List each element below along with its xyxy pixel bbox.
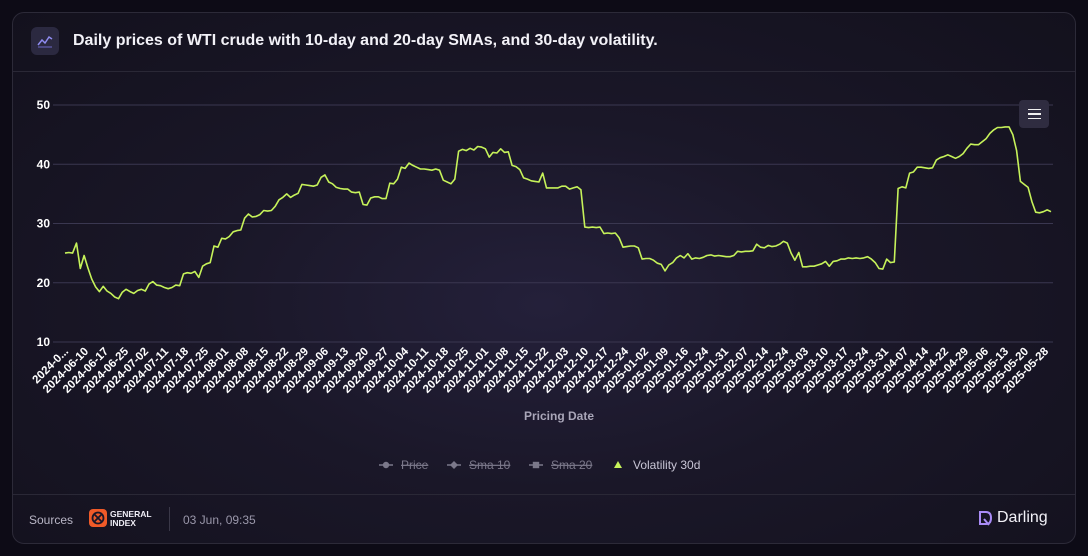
chart-title: Daily prices of WTI crude with 10-day an…	[73, 32, 658, 49]
square-marker-icon	[532, 461, 540, 469]
brand[interactable]: Darling	[977, 509, 1048, 527]
chart-menu-button[interactable]	[1019, 100, 1049, 128]
y-tick-label: 40	[37, 157, 51, 171]
source-name[interactable]: GENERAL INDEX	[110, 509, 152, 528]
legend: Price Sma 10 Sma 20 Volatility 30d	[379, 458, 700, 472]
series-line-volatility-30d[interactable]	[64, 126, 1052, 300]
x-axis-label: Pricing Date	[524, 409, 594, 423]
brand-name: Darling	[997, 509, 1048, 526]
legend-item[interactable]: Sma 20	[529, 458, 593, 472]
legend-label: Sma 10	[469, 458, 511, 472]
legend-label: Sma 20	[551, 458, 593, 472]
hamburger-menu-icon	[1027, 108, 1041, 111]
legend-label: Volatility 30d	[633, 458, 700, 472]
x-axis-ticks: 2024-0...2024-06-102024-06-172024-06-252…	[31, 345, 1052, 396]
darling-logo-icon	[979, 511, 993, 526]
chart-card: Daily prices of WTI crude with 10-day an…	[12, 12, 1076, 544]
legend-label: Price	[401, 458, 429, 472]
timestamp: 03 Jun, 09:35	[183, 513, 256, 527]
circle-marker-icon	[382, 461, 390, 469]
line-chart-icon	[31, 27, 59, 55]
general-index-logo-icon[interactable]	[89, 509, 107, 527]
legend-item[interactable]: Sma 10	[447, 458, 511, 472]
y-tick-label: 20	[37, 276, 51, 290]
y-tick-label: 10	[37, 335, 51, 349]
chart-footer: Sources GENERAL INDEX 03 Jun, 09:35 Darl…	[13, 494, 1075, 543]
series-layer	[64, 126, 1052, 300]
grid-lines	[53, 104, 1053, 343]
diamond-marker-icon	[450, 461, 458, 469]
y-tick-label: 50	[37, 98, 51, 112]
footer-divider	[169, 507, 170, 531]
y-tick-label: 30	[37, 217, 51, 231]
y-axis-ticks: 10 20 30 40 50	[37, 98, 51, 349]
legend-item[interactable]: Price	[379, 458, 429, 472]
legend-item[interactable]: Volatility 30d	[614, 458, 700, 472]
triangle-marker-icon	[614, 461, 622, 468]
chart-header: Daily prices of WTI crude with 10-day an…	[13, 13, 1075, 72]
chart-plot: 10 20 30 40 50 2024-0...2024-06-102024-06-17…	[31, 98, 1053, 472]
sources-label: Sources	[29, 513, 74, 527]
